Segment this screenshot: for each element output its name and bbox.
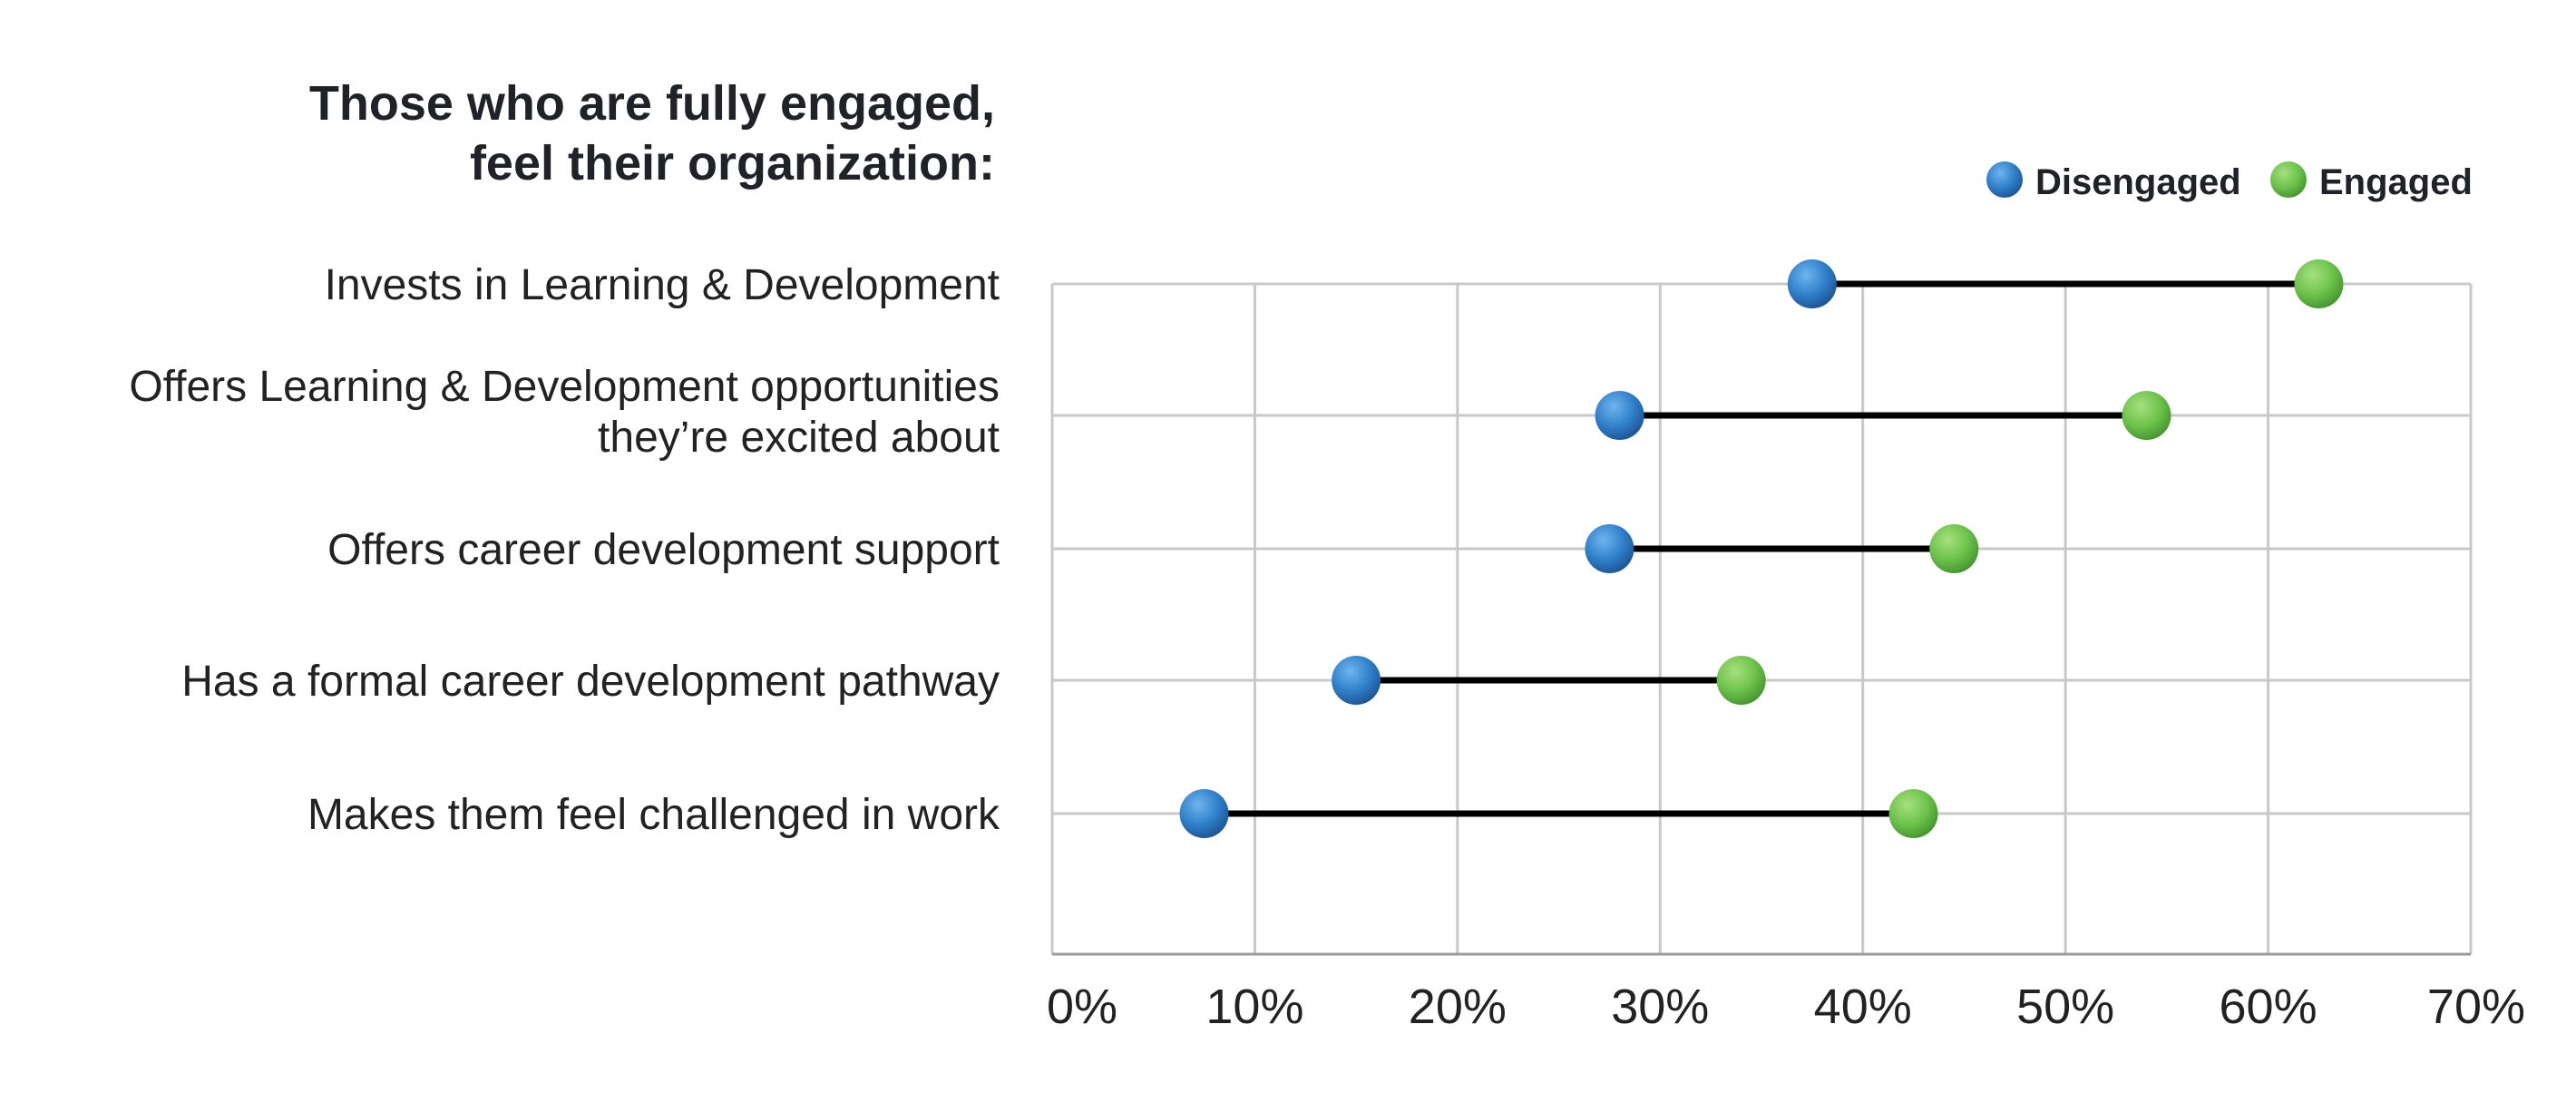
connector-layer [1204, 280, 2319, 817]
category-label: Offers career development support [327, 526, 1000, 574]
legend: Disengaged Engaged [1986, 161, 2473, 202]
legend-label: Engaged [2319, 162, 2473, 202]
chart-title: Those who are fully engaged,feel their o… [309, 76, 995, 190]
disengaged-marker [1787, 259, 1837, 308]
category-label-layer: Invests in Learning & Development Offers … [129, 261, 1000, 839]
engaged-marker [2122, 391, 2171, 440]
engaged-marker [1716, 656, 1766, 705]
x-tick-label: 20% [1409, 980, 1507, 1034]
x-tick-label: 10% [1205, 980, 1303, 1034]
chart-title-line: Those who are fully engaged, [309, 76, 995, 131]
engaged-marker [1929, 524, 1979, 573]
disengaged-marker [1179, 789, 1229, 838]
x-tick-label: 40% [1814, 980, 1912, 1034]
engaged-marker [1888, 789, 1938, 838]
x-tick-label: 30% [1611, 980, 1709, 1034]
category-label: Offers Learning & Development opportunit… [129, 363, 1000, 411]
category-label: Invests in Learning & Development [325, 261, 1000, 309]
disengaged-marker [1595, 391, 1644, 440]
engaged-marker [2294, 259, 2344, 308]
engaged-legend-marker [2270, 161, 2307, 198]
category-label: they’re excited about [598, 414, 1000, 462]
marker-layer [1179, 259, 2344, 838]
x-tick-label: 50% [2016, 980, 2114, 1034]
grid-layer [1050, 282, 2473, 954]
disengaged-marker [1332, 656, 1381, 705]
axis-layer: 0% 10% 20% 30% 40% 50% 60% 70% [1047, 952, 2525, 1034]
category-label: Has a formal career development pathway [181, 658, 1000, 706]
x-tick-label: 70% [2427, 980, 2525, 1034]
chart-title-line: feel their organization: [470, 136, 995, 190]
disengaged-marker [1585, 524, 1634, 573]
disengaged-legend-marker [1986, 161, 2023, 198]
legend-label: Disengaged [2035, 162, 2241, 202]
x-tick-label: 60% [2220, 980, 2317, 1034]
category-label: Makes them feel challenged in work [307, 791, 1000, 839]
x-tick-label: 0% [1047, 980, 1117, 1034]
